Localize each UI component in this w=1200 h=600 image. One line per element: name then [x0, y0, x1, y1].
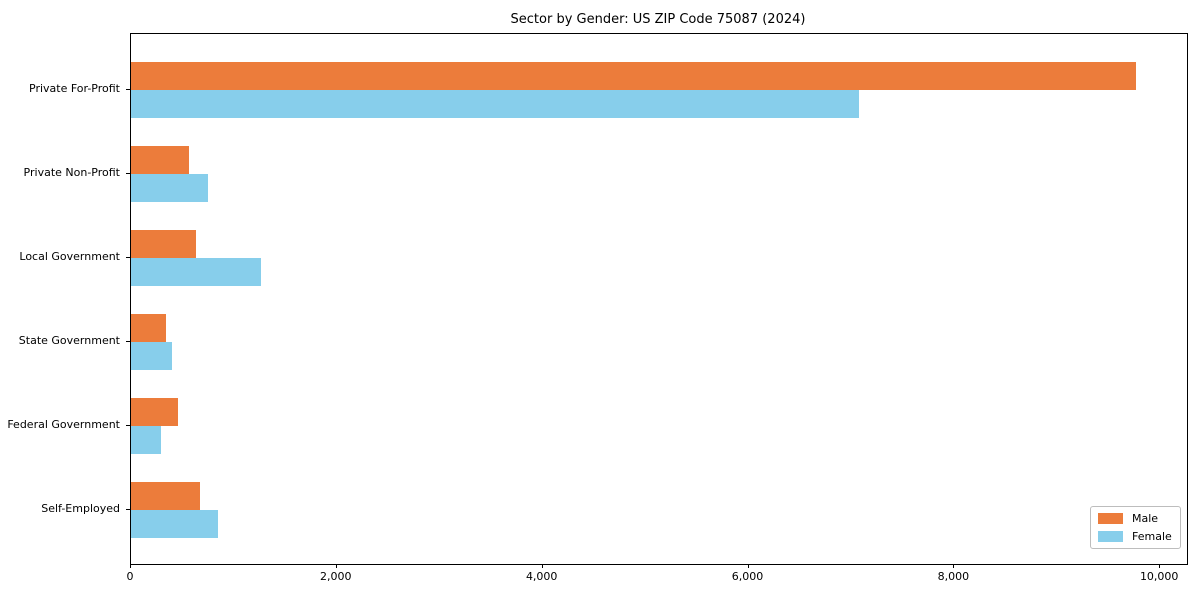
legend-swatch-female — [1098, 531, 1123, 542]
legend-label: Female — [1132, 530, 1172, 543]
x-tick — [747, 564, 749, 568]
y-tick-label: Self-Employed — [41, 502, 120, 516]
legend: Male Female — [1090, 506, 1181, 549]
x-tick-label: 0 — [126, 570, 134, 583]
bar-male-3 — [131, 229, 196, 258]
y-tick-label: State Government — [18, 334, 120, 348]
y-tick — [126, 508, 130, 510]
chart-title: Sector by Gender: US ZIP Code 75087 (202… — [510, 12, 806, 27]
legend-label: Male — [1132, 512, 1159, 525]
x-tick-label: 10,000 — [1139, 570, 1179, 583]
y-tick-label: Private For-Profit — [29, 82, 120, 96]
bar-male-2 — [131, 145, 189, 174]
x-tick-label: 4,000 — [525, 570, 558, 583]
bar-male-6 — [131, 481, 200, 510]
plot-area — [130, 33, 1188, 565]
legend-swatch-male — [1098, 513, 1123, 524]
x-tick-label: 8,000 — [937, 570, 970, 583]
y-tick — [126, 172, 130, 174]
bar-female-1 — [131, 89, 859, 118]
x-tick — [335, 564, 337, 568]
x-tick — [130, 564, 131, 568]
x-tick — [1159, 564, 1161, 568]
bar-female-6 — [131, 509, 218, 538]
bar-female-4 — [131, 341, 173, 370]
bar-male-4 — [131, 313, 166, 342]
legend-entry-female: Female — [1098, 530, 1172, 543]
y-tick-label: Federal Government — [7, 418, 120, 432]
bar-male-5 — [131, 397, 179, 426]
x-tick-label: 2,000 — [320, 570, 352, 583]
bar-male-1 — [131, 61, 1136, 90]
y-tick-label: Private Non-Profit — [23, 166, 120, 180]
bar-female-5 — [131, 425, 161, 454]
x-tick — [541, 564, 543, 568]
y-tick-label: Local Government — [19, 250, 120, 264]
x-tick — [953, 564, 955, 568]
y-tick — [126, 340, 130, 342]
y-tick — [126, 256, 130, 258]
y-tick — [126, 424, 130, 426]
bar-female-3 — [131, 257, 261, 286]
x-tick-label: 6,000 — [731, 570, 764, 583]
y-tick — [126, 88, 130, 90]
legend-entry-male: Male — [1098, 512, 1172, 525]
bar-female-2 — [131, 173, 209, 202]
